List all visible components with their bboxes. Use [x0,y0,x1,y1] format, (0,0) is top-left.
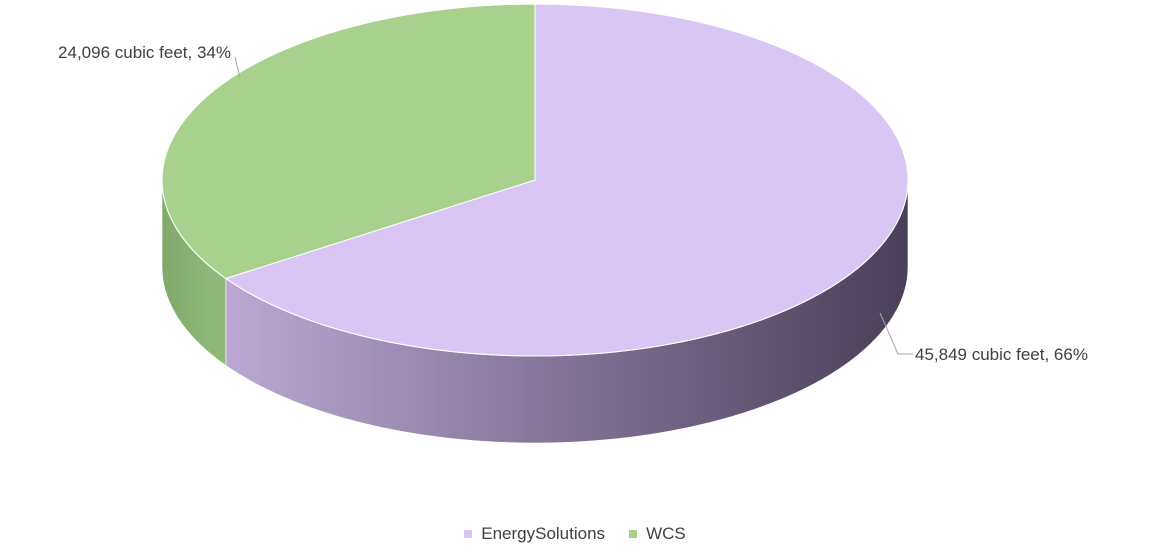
leader-line-energysolutions [879,312,913,355]
data-label-wcs: 24,096 cubic feet, 34% [58,43,231,62]
legend: EnergySolutions WCS [0,524,1150,544]
pie-slices [161,3,909,444]
data-labels: 45,849 cubic feet, 66% 24,096 cubic feet,… [58,43,1088,364]
pie-rim [161,3,909,357]
legend-swatch-energysolutions [464,530,473,538]
leader-line-wcs [234,56,241,79]
legend-item-energysolutions: EnergySolutions [464,524,605,544]
data-label-energysolutions: 45,849 cubic feet, 66% [915,345,1088,364]
legend-label-wcs: WCS [646,524,686,543]
legend-label-energysolutions: EnergySolutions [481,524,606,543]
leader-lines [234,56,913,355]
legend-item-wcs: WCS [629,524,686,544]
legend-swatch-wcs [629,530,638,538]
